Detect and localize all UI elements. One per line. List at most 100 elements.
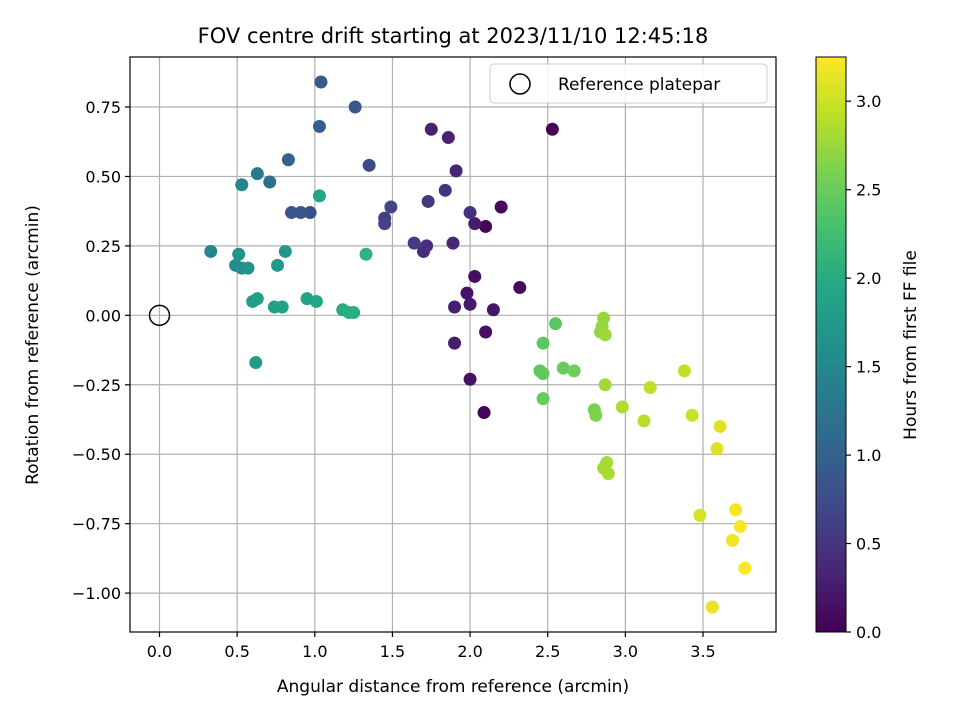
- colorbar-label: Hours from first FF file: [901, 250, 921, 440]
- data-point: [479, 325, 493, 339]
- data-point: [556, 361, 570, 375]
- colorbar-tick-label: 1.5: [856, 358, 881, 377]
- data-point: [463, 206, 477, 220]
- data-point: [362, 158, 376, 172]
- data-point: [567, 364, 581, 378]
- data-points: [204, 75, 752, 614]
- x-tick-label: 2.0: [457, 642, 482, 661]
- data-point: [420, 239, 434, 253]
- colorbar-ticks: 0.0 0.5 1.0 1.5 2.0 2.5 3.0: [846, 92, 881, 642]
- data-point: [275, 300, 289, 314]
- y-tick-label: 0.75: [85, 98, 121, 117]
- data-point: [241, 261, 255, 275]
- data-point: [729, 503, 743, 517]
- data-point: [359, 247, 373, 261]
- data-point: [545, 122, 559, 136]
- data-point: [536, 336, 550, 350]
- x-tick-label: 3.5: [690, 642, 715, 661]
- data-point: [448, 336, 462, 350]
- data-point: [421, 194, 435, 208]
- data-point: [615, 400, 629, 414]
- y-tick-label: 0.50: [85, 167, 121, 186]
- y-tick-label: 0.00: [85, 306, 121, 325]
- data-point: [685, 408, 699, 422]
- x-tick-label: 1.0: [302, 642, 327, 661]
- colorbar-tick-label: 0.5: [856, 535, 881, 554]
- colorbar-tick-label: 2.0: [856, 269, 881, 288]
- x-tick-label: 1.5: [380, 642, 405, 661]
- data-point: [536, 392, 550, 406]
- plot-area-frame: [129, 56, 777, 633]
- y-axis-label: Rotation from reference (arcmin): [23, 205, 43, 485]
- data-point: [378, 217, 392, 231]
- colorbar-tick-label: 2.5: [856, 181, 881, 200]
- data-point: [232, 247, 246, 261]
- data-point: [710, 442, 724, 456]
- chart-title: FOV centre drift starting at 2023/11/10 …: [198, 24, 709, 48]
- data-point: [250, 292, 264, 306]
- x-axis-ticks: 0.0 0.5 1.0 1.5 2.0 2.5 3.0 3.5: [147, 632, 716, 661]
- data-point: [713, 419, 727, 433]
- y-tick-label: −0.50: [72, 445, 121, 464]
- x-tick-label: 0.5: [224, 642, 249, 661]
- data-point: [693, 508, 707, 522]
- data-point: [601, 467, 615, 481]
- data-point: [598, 378, 612, 392]
- x-axis-label: Angular distance from reference (arcmin): [277, 677, 629, 697]
- data-point: [463, 297, 477, 311]
- data-point: [348, 100, 362, 114]
- data-point: [407, 236, 421, 250]
- data-point: [598, 328, 612, 342]
- y-tick-label: −0.75: [72, 515, 121, 534]
- x-tick-label: 3.0: [613, 642, 638, 661]
- data-point: [446, 236, 460, 250]
- data-point: [347, 306, 361, 320]
- data-point: [477, 406, 491, 420]
- data-point: [677, 364, 691, 378]
- data-point: [271, 258, 285, 272]
- data-point: [479, 219, 493, 233]
- data-point: [312, 119, 326, 133]
- data-point: [309, 294, 323, 308]
- colorbar: 0.0 0.5 1.0 1.5 2.0 2.5 3.0 Hours from first F…: [815, 56, 921, 642]
- data-point: [589, 408, 603, 422]
- legend: Reference platepar: [489, 63, 768, 104]
- data-point: [249, 356, 263, 370]
- data-point: [250, 167, 264, 181]
- legend-reference-marker: [509, 73, 531, 95]
- legend-box: [489, 63, 768, 104]
- data-point: [449, 164, 463, 178]
- data-point: [312, 189, 326, 203]
- y-tick-label: −0.25: [72, 376, 121, 395]
- data-point: [643, 381, 657, 395]
- data-point: [314, 75, 328, 89]
- y-tick-label: −1.00: [72, 584, 121, 603]
- data-point: [705, 600, 719, 614]
- data-point: [637, 414, 651, 428]
- data-point: [468, 217, 482, 231]
- reference-marker: [148, 304, 171, 327]
- data-point: [384, 200, 398, 214]
- data-point: [597, 311, 611, 325]
- data-point: [448, 300, 462, 314]
- data-point: [204, 244, 218, 258]
- colorbar-tick-label: 1.0: [856, 446, 881, 465]
- data-point: [278, 244, 292, 258]
- data-point: [486, 303, 500, 317]
- legend-label-reference-platepar: Reference platepar: [558, 75, 720, 95]
- data-point: [263, 175, 277, 189]
- data-point: [536, 367, 550, 381]
- data-point: [468, 269, 482, 283]
- data-point: [235, 178, 249, 192]
- x-tick-label: 0.0: [147, 642, 172, 661]
- y-tick-label: 0.25: [85, 237, 121, 256]
- data-point: [438, 183, 452, 197]
- data-point: [441, 131, 455, 145]
- data-point: [738, 561, 752, 575]
- data-point: [303, 206, 317, 220]
- colorbar-tick-label: 0.0: [856, 623, 881, 642]
- y-axis-ticks: −1.00 −0.75 −0.50 −0.25 0.00 0.25 0.50 0.75: [72, 98, 130, 603]
- data-point: [281, 153, 295, 167]
- data-point: [460, 286, 474, 300]
